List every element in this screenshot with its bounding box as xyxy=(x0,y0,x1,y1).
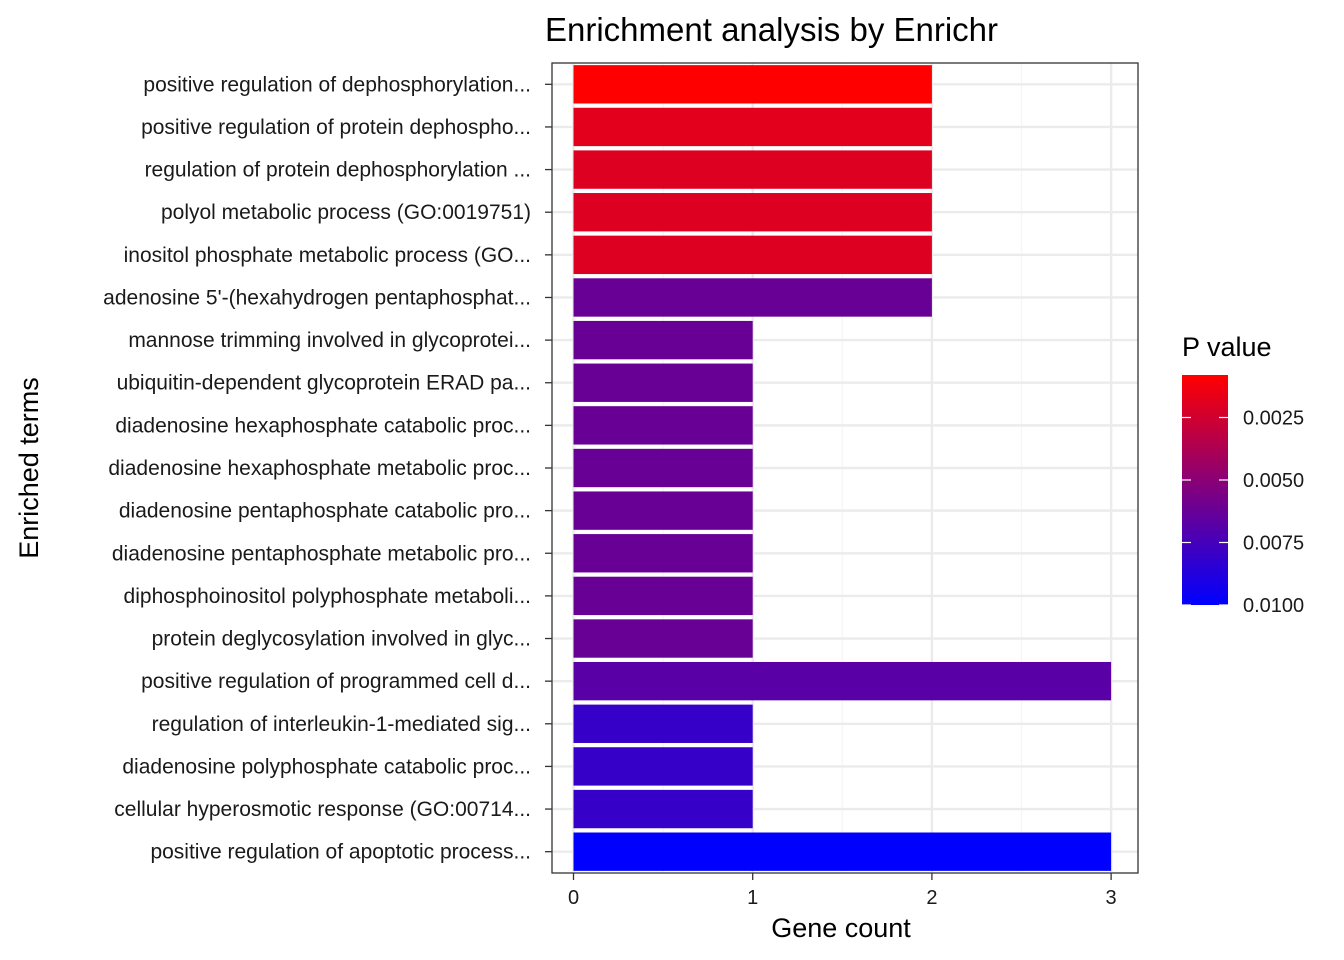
bar xyxy=(573,832,1112,871)
legend-tick-label: 0.0025 xyxy=(1243,408,1304,430)
category-label: mannose trimming involved in glycoprotei… xyxy=(128,329,531,352)
bar xyxy=(573,363,753,402)
x-tick-label: 2 xyxy=(926,887,937,909)
bar xyxy=(573,278,932,317)
legend: P value 0.0025 0.0050 0.0075 0.0100 xyxy=(1182,332,1304,617)
category-label: cellular hyperosmotic response (GO:00714… xyxy=(114,798,531,821)
bar xyxy=(573,704,753,743)
x-axis-title: Gene count xyxy=(771,913,911,943)
category-label: positive regulation of dephosphorylation… xyxy=(143,73,531,96)
category-label: protein deglycosylation involved in glyc… xyxy=(152,628,531,651)
bars xyxy=(573,65,1112,871)
bar xyxy=(573,107,932,147)
category-label: inositol phosphate metabolic process (GO… xyxy=(124,244,531,267)
bar xyxy=(573,491,753,530)
bar xyxy=(573,65,932,104)
x-tick-label: 3 xyxy=(1106,887,1117,909)
bar xyxy=(573,320,753,360)
category-label: diphosphoinositol polyphosphate metaboli… xyxy=(124,585,531,608)
x-tick-label: 1 xyxy=(747,887,758,909)
bar xyxy=(573,619,753,658)
x-tick-label: 0 xyxy=(568,887,579,909)
y-axis-title: Enriched terms xyxy=(14,377,44,559)
category-label: positive regulation of programmed cell d… xyxy=(141,670,531,693)
bar xyxy=(573,448,753,488)
category-label: positive regulation of apoptotic process… xyxy=(150,841,531,864)
category-label: diadenosine pentaphosphate metabolic pro… xyxy=(112,542,531,565)
bar xyxy=(573,534,753,573)
category-label: polyol metabolic process (GO:0019751) xyxy=(161,201,531,224)
bar xyxy=(573,661,1112,701)
category-label: regulation of protein dephosphorylation … xyxy=(145,159,531,182)
category-label: diadenosine hexaphosphate metabolic proc… xyxy=(108,457,531,480)
legend-tick-label: 0.0050 xyxy=(1243,470,1304,492)
bar xyxy=(573,235,932,275)
category-label: positive regulation of protein dephospho… xyxy=(141,116,531,139)
x-axis: 0 1 2 3 xyxy=(568,873,1117,909)
y-axis: positive regulation of dephosphorylation… xyxy=(103,73,552,864)
bar xyxy=(573,150,932,189)
bar xyxy=(573,193,932,232)
category-label: diadenosine hexaphosphate catabolic proc… xyxy=(115,414,531,437)
category-label: ubiquitin-dependent glycoprotein ERAD pa… xyxy=(117,372,531,395)
bar xyxy=(573,789,753,829)
chart-title: Enrichment analysis by Enrichr xyxy=(545,11,998,48)
legend-tick-label: 0.0075 xyxy=(1243,533,1304,555)
category-label: diadenosine pentaphosphate catabolic pro… xyxy=(119,500,531,523)
bar xyxy=(573,576,753,616)
legend-tick-label: 0.0100 xyxy=(1243,595,1304,617)
legend-ticks: 0.0025 0.0050 0.0075 0.0100 xyxy=(1182,408,1304,617)
category-label: diadenosine polyphosphate catabolic proc… xyxy=(122,755,531,778)
category-label: adenosine 5'-(hexahydrogen pentaphosphat… xyxy=(103,286,531,309)
category-label: regulation of interleukin-1-mediated sig… xyxy=(152,713,531,736)
legend-colorbar xyxy=(1182,375,1228,605)
legend-title: P value xyxy=(1182,332,1272,362)
bar xyxy=(573,406,753,445)
bar xyxy=(573,747,753,786)
